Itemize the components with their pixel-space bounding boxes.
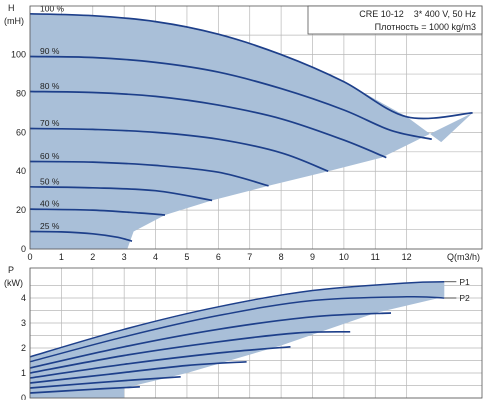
flow-x-tick: 3 (122, 252, 127, 262)
head-x-tick-labels: 0 1 2 3 4 5 6 7 8 9 10 11 12 (27, 252, 411, 262)
power-axis-unit: (kW) (4, 278, 23, 288)
flow-x-tick: 1 (59, 252, 64, 262)
head-axis-unit: (mH) (4, 16, 24, 26)
info-box-frame (307, 5, 483, 35)
power-curve-7 (29, 375, 181, 389)
flow-x-tick: 5 (184, 252, 189, 262)
head-curve-label: 60 % (40, 151, 60, 161)
pump-model-text: CRE 10-12 3* 400 V, 50 Hz (359, 9, 476, 19)
head-curve-80 (29, 90, 387, 159)
head-curve-labels: 100 % 90 % 80 % 70 % 60 % 50 % 40 % 25 % (40, 3, 65, 231)
power-y-tick: 4 (21, 293, 26, 303)
head-y-tick: 80 (16, 88, 26, 98)
flow-x-tick: 10 (339, 252, 349, 262)
head-curve-60 (29, 160, 269, 187)
flow-x-tick: 8 (279, 252, 284, 262)
power-curve-p1 (29, 281, 445, 358)
flow-x-tick: 11 (371, 252, 380, 262)
head-y-tick: 20 (16, 205, 26, 215)
head-curves (29, 12, 473, 243)
head-curve-label: 70 % (40, 118, 60, 128)
flow-x-tick: 2 (90, 252, 95, 262)
head-curve-100 (29, 12, 473, 120)
head-chart-frame (29, 5, 483, 250)
power-curve-label: P2 (459, 293, 470, 303)
flow-x-tick: 9 (310, 252, 315, 262)
flow-x-tick: 6 (216, 252, 221, 262)
power-curves (29, 281, 445, 394)
head-flow-chart: 100 %90 %80 %70 %60 %50 %40 %25 % 020406… (4, 3, 483, 262)
flow-axis-label: Q(m3/h) (447, 252, 480, 262)
head-curve-40 (29, 208, 166, 216)
head-curve-70 (29, 127, 329, 172)
power-chart-frame (29, 267, 483, 399)
power-curve-p2 (29, 295, 445, 363)
head-y-tick-labels: 0 20 40 60 80 100 (11, 50, 26, 254)
flow-x-tick: 12 (402, 252, 412, 262)
power-flow-chart: P1 P2 0 1 2 3 4 P (kW) (4, 265, 483, 403)
power-curve-3 (29, 312, 392, 369)
power-curve-8 (29, 385, 140, 394)
head-y-tick: 40 (16, 166, 26, 176)
power-y-tick-labels: 0 1 2 3 4 (21, 293, 26, 403)
head-curve-25 (29, 230, 133, 243)
power-axis-symbol: P (8, 265, 14, 275)
power-curve-5 (29, 345, 291, 379)
head-curve-label: 100 % (40, 3, 65, 13)
flow-x-tick: 0 (27, 252, 32, 262)
head-curve-50 (29, 185, 213, 202)
head-y-tick: 60 (16, 127, 26, 137)
head-curve-label: 40 % (40, 199, 60, 209)
power-y-tick: 1 (21, 368, 26, 378)
flow-x-tick: 7 (247, 252, 252, 262)
head-curve-label: 25 % (40, 221, 60, 231)
power-curve-labels: P1 P2 (444, 277, 470, 303)
power-y-tick: 0 (21, 393, 26, 400)
power-y-tick: 2 (21, 343, 26, 353)
head-operating-area (30, 13, 473, 249)
head-y-tick: 100 (11, 50, 26, 60)
head-y-tick: 0 (21, 244, 26, 254)
power-curve-label: P1 (459, 277, 470, 287)
power-curve-4 (29, 330, 351, 374)
power-curve-6 (29, 360, 247, 384)
head-curve-label: 50 % (40, 176, 60, 186)
pump-info-box: CRE 10-12 3* 400 V, 50 Hz Плотность = 10… (307, 5, 483, 35)
flow-x-tick: 4 (153, 252, 158, 262)
power-y-tick: 3 (21, 318, 26, 328)
head-curve-90 (29, 55, 432, 141)
head-axis-symbol: H (8, 3, 15, 13)
density-text: Плотность = 1000 kg/m3 (375, 22, 476, 32)
head-curve-label: 90 % (40, 46, 60, 56)
head-curve-label: 80 % (40, 81, 60, 91)
